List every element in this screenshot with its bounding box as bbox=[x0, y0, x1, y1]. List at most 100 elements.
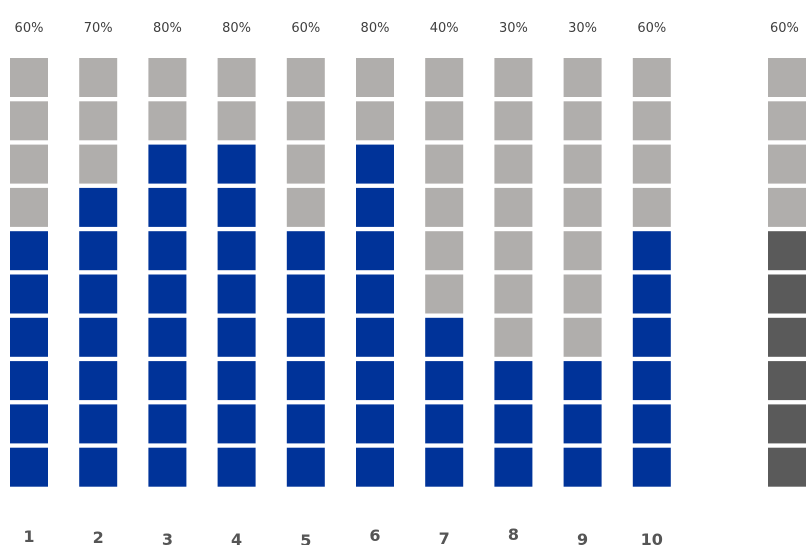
empty-block bbox=[563, 144, 602, 184]
filled-block bbox=[632, 361, 671, 401]
empty-block bbox=[494, 274, 533, 314]
filled-block bbox=[217, 447, 256, 487]
category-label: 7 bbox=[439, 529, 450, 545]
filled-block bbox=[217, 274, 256, 314]
filled-block bbox=[563, 404, 602, 444]
empty-block bbox=[425, 274, 464, 314]
column-1: 60% 1 bbox=[10, 21, 48, 545]
category-label: 10 bbox=[641, 530, 663, 545]
filled-block bbox=[286, 404, 325, 444]
empty-block bbox=[217, 58, 256, 97]
empty-block bbox=[563, 187, 602, 227]
filled-block bbox=[217, 361, 256, 401]
empty-block bbox=[286, 187, 325, 227]
empty-block bbox=[148, 101, 187, 141]
filled-block bbox=[10, 447, 48, 487]
summary-filled-block bbox=[768, 404, 806, 444]
empty-block bbox=[286, 101, 325, 141]
category-label: 8 bbox=[508, 525, 519, 544]
empty-block bbox=[494, 187, 533, 227]
filled-block bbox=[632, 317, 671, 357]
filled-block bbox=[356, 317, 394, 357]
filled-block bbox=[563, 361, 602, 401]
filled-block bbox=[563, 447, 602, 487]
filled-block bbox=[425, 404, 464, 444]
empty-block bbox=[10, 58, 48, 97]
empty-block bbox=[632, 101, 671, 141]
empty-block bbox=[10, 187, 48, 227]
empty-block bbox=[494, 58, 533, 97]
filled-block bbox=[356, 144, 394, 184]
value-label: 70% bbox=[84, 21, 113, 36]
filled-block bbox=[425, 317, 464, 357]
summary-value-label: 60% bbox=[770, 21, 799, 36]
filled-block bbox=[148, 317, 187, 357]
filled-block bbox=[356, 274, 394, 314]
summary-filled-block bbox=[768, 361, 806, 401]
filled-block bbox=[10, 317, 48, 357]
filled-block bbox=[286, 274, 325, 314]
summary-filled-block bbox=[768, 317, 806, 357]
empty-block bbox=[494, 317, 533, 357]
filled-block bbox=[148, 187, 187, 227]
empty-block bbox=[563, 231, 602, 271]
column-10: 60% 10 bbox=[632, 21, 671, 545]
filled-block bbox=[148, 144, 187, 184]
filled-block bbox=[79, 361, 118, 401]
filled-block bbox=[356, 361, 394, 401]
filled-block bbox=[79, 447, 118, 487]
summary-column: 60% bbox=[768, 21, 806, 487]
filled-block bbox=[356, 447, 394, 487]
filled-block bbox=[632, 447, 671, 487]
value-label: 80% bbox=[361, 21, 390, 36]
value-label: 60% bbox=[637, 21, 666, 36]
filled-block bbox=[79, 274, 118, 314]
filled-block bbox=[494, 361, 533, 401]
filled-block bbox=[425, 361, 464, 401]
value-label: 60% bbox=[291, 21, 320, 36]
filled-block bbox=[10, 274, 48, 314]
column-3: 80% 3 bbox=[148, 21, 187, 545]
category-label: 5 bbox=[300, 531, 311, 545]
summary-empty-block bbox=[768, 144, 806, 184]
empty-block bbox=[563, 317, 602, 357]
filled-block bbox=[425, 447, 464, 487]
filled-block bbox=[148, 361, 187, 401]
empty-block bbox=[563, 101, 602, 141]
empty-block bbox=[494, 144, 533, 184]
category-label: 3 bbox=[162, 530, 173, 545]
filled-block bbox=[632, 274, 671, 314]
filled-block bbox=[356, 187, 394, 227]
category-label: 2 bbox=[93, 528, 104, 545]
empty-block bbox=[425, 101, 464, 141]
filled-block bbox=[286, 447, 325, 487]
filled-block bbox=[217, 404, 256, 444]
filled-block bbox=[356, 231, 394, 271]
empty-block bbox=[356, 58, 394, 97]
column-5: 60% 5 bbox=[286, 21, 325, 545]
value-label: 30% bbox=[499, 21, 528, 36]
empty-block bbox=[632, 58, 671, 97]
empty-block bbox=[563, 274, 602, 314]
column-8: 30% 8 bbox=[494, 21, 533, 544]
filled-block bbox=[10, 361, 48, 401]
filled-block bbox=[79, 317, 118, 357]
empty-block bbox=[632, 144, 671, 184]
empty-block bbox=[425, 58, 464, 97]
filled-block bbox=[148, 231, 187, 271]
filled-block bbox=[148, 274, 187, 314]
value-label: 60% bbox=[15, 21, 44, 36]
summary-empty-block bbox=[768, 58, 806, 97]
value-label: 30% bbox=[568, 21, 597, 36]
category-label: 9 bbox=[577, 530, 588, 545]
category-label: 4 bbox=[231, 530, 242, 545]
filled-block bbox=[632, 231, 671, 271]
empty-block bbox=[494, 231, 533, 271]
column-6: 80% 6 bbox=[356, 21, 394, 545]
summary-filled-block bbox=[768, 274, 806, 314]
empty-block bbox=[286, 144, 325, 184]
filled-block bbox=[79, 231, 118, 271]
value-label: 80% bbox=[222, 21, 251, 36]
